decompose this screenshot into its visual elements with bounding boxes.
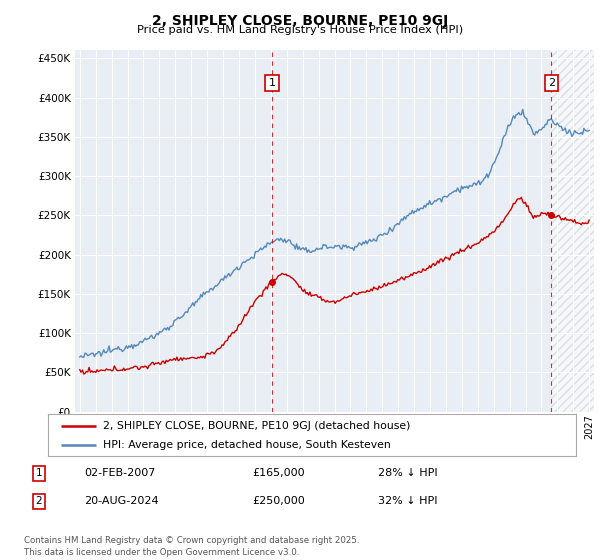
Text: £250,000: £250,000 [252, 496, 305, 506]
Text: 20-AUG-2024: 20-AUG-2024 [84, 496, 158, 506]
Text: 1: 1 [35, 468, 43, 478]
Text: Contains HM Land Registry data © Crown copyright and database right 2025.
This d: Contains HM Land Registry data © Crown c… [24, 536, 359, 557]
Text: 32% ↓ HPI: 32% ↓ HPI [378, 496, 437, 506]
Text: 2: 2 [35, 496, 43, 506]
Text: Price paid vs. HM Land Registry's House Price Index (HPI): Price paid vs. HM Land Registry's House … [137, 25, 463, 35]
Text: 2, SHIPLEY CLOSE, BOURNE, PE10 9GJ (detached house): 2, SHIPLEY CLOSE, BOURNE, PE10 9GJ (deta… [103, 421, 411, 431]
Text: HPI: Average price, detached house, South Kesteven: HPI: Average price, detached house, Sout… [103, 440, 391, 450]
Text: £165,000: £165,000 [252, 468, 305, 478]
Text: 2, SHIPLEY CLOSE, BOURNE, PE10 9GJ: 2, SHIPLEY CLOSE, BOURNE, PE10 9GJ [152, 14, 448, 28]
Text: 1: 1 [269, 78, 275, 88]
Text: 02-FEB-2007: 02-FEB-2007 [84, 468, 155, 478]
Text: 2: 2 [548, 78, 555, 88]
Bar [551, 50, 600, 412]
Text: 28% ↓ HPI: 28% ↓ HPI [378, 468, 437, 478]
